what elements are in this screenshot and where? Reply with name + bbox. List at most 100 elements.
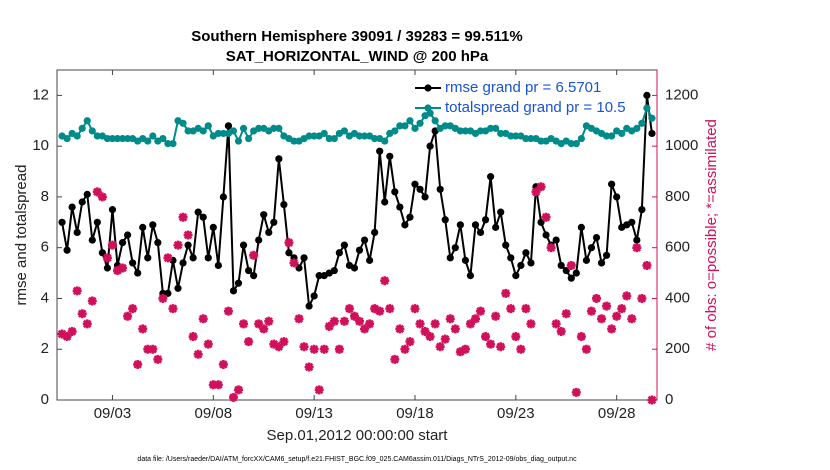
obs-marker — [173, 240, 183, 250]
obs-marker — [218, 359, 228, 369]
point — [330, 266, 338, 275]
point — [118, 239, 127, 247]
obs-marker — [163, 253, 173, 263]
point — [441, 216, 449, 224]
point — [234, 137, 243, 145]
obs-marker — [309, 344, 319, 354]
point — [325, 134, 333, 143]
point — [572, 269, 580, 277]
obs-marker — [465, 319, 475, 329]
y2-tick-label: 400 — [665, 289, 690, 306]
point — [214, 261, 222, 270]
obs-marker — [113, 266, 123, 276]
y2-tick-label: 600 — [665, 239, 690, 256]
point — [401, 122, 409, 130]
point — [476, 127, 485, 135]
point — [527, 259, 535, 267]
obs-marker — [289, 258, 299, 268]
obs-marker — [133, 359, 143, 369]
y2-tick-label: 1000 — [665, 137, 698, 154]
point — [602, 251, 611, 259]
point — [461, 256, 470, 264]
obs-marker — [481, 332, 491, 342]
legend-label: totalspread grand pr = 10.5 — [445, 99, 626, 116]
y2-axis-label: # of obs: o=possible; *=assimilated — [703, 119, 720, 351]
point — [63, 134, 71, 143]
obs-marker — [274, 342, 284, 352]
obs-marker — [178, 212, 188, 222]
obs-marker — [334, 344, 344, 354]
y-tick-label: 8 — [41, 188, 49, 205]
obs-marker — [314, 385, 324, 395]
point — [149, 221, 157, 229]
obs-marker — [183, 230, 193, 240]
point — [244, 266, 253, 275]
obs-marker — [193, 349, 203, 359]
point — [58, 218, 66, 226]
point — [68, 203, 76, 211]
point — [219, 193, 227, 201]
point — [416, 185, 424, 193]
point — [275, 124, 283, 132]
point — [159, 134, 167, 143]
chart-subtitle: SAT_HORIZONTAL_WIND @ 200 hPa — [226, 48, 489, 65]
obs-marker — [622, 291, 632, 301]
point — [638, 206, 646, 214]
point — [456, 127, 464, 135]
point — [471, 221, 480, 229]
obs-marker — [526, 319, 536, 329]
obs-marker — [82, 319, 92, 329]
point — [83, 190, 91, 198]
point — [260, 211, 268, 219]
obs-marker — [627, 314, 637, 324]
obs-marker — [375, 306, 385, 316]
point — [73, 132, 81, 140]
obs-marker — [168, 304, 178, 314]
point — [522, 134, 530, 143]
point — [219, 129, 227, 138]
x-tick-label: 09/08 — [195, 405, 233, 422]
point — [123, 231, 132, 239]
point — [582, 256, 591, 264]
obs-marker — [410, 304, 420, 314]
point — [134, 269, 142, 277]
point — [234, 279, 243, 287]
point — [487, 173, 495, 181]
point — [270, 218, 278, 226]
point — [411, 124, 419, 132]
point — [451, 244, 459, 252]
point — [290, 137, 298, 145]
point — [204, 254, 212, 262]
y-tick-label: 0 — [41, 391, 49, 408]
point — [597, 259, 606, 267]
point — [310, 132, 318, 140]
obs-marker — [420, 326, 430, 336]
obs-marker — [602, 301, 612, 311]
obs-marker — [249, 250, 259, 260]
obs-marker — [254, 319, 264, 329]
point — [406, 213, 414, 221]
point — [139, 223, 147, 231]
obs-marker — [476, 306, 486, 316]
obs-marker — [284, 238, 294, 248]
point — [502, 241, 510, 249]
obs-marker — [228, 392, 238, 402]
point — [643, 104, 651, 112]
point — [305, 132, 313, 140]
obs-marker — [213, 380, 223, 390]
obs-marker — [143, 344, 153, 354]
obs-marker — [521, 304, 531, 314]
point — [360, 236, 369, 244]
obs-marker — [223, 306, 233, 316]
obs-marker — [279, 337, 289, 347]
point — [648, 129, 656, 138]
point — [633, 236, 641, 244]
point — [416, 119, 424, 127]
obs-marker — [324, 321, 334, 331]
point — [476, 228, 485, 237]
point — [199, 127, 207, 135]
obs-marker — [400, 344, 410, 354]
obs-marker — [491, 311, 501, 321]
point — [270, 124, 278, 132]
